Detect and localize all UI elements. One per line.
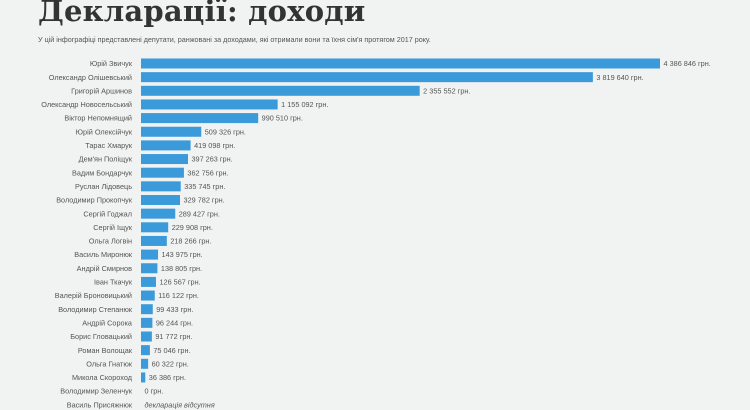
category-label: Олександр Олішевський xyxy=(49,73,132,82)
value-label: 1 155 092 грн. xyxy=(281,100,328,109)
category-label: Володимир Зеленчук xyxy=(60,387,133,396)
value-label: 289 427 грн. xyxy=(179,209,220,218)
value-label: 60 322 грн. xyxy=(152,359,189,368)
category-label: Вадим Бондарчук xyxy=(72,168,133,177)
category-label: Віктор Непомнящий xyxy=(64,114,132,123)
bar xyxy=(141,99,278,110)
bar xyxy=(141,208,176,219)
bar xyxy=(141,85,420,96)
category-label: Руслан Лідовець xyxy=(75,182,132,191)
value-label: 36 386 грн. xyxy=(149,373,186,382)
value-label: 329 782 грн. xyxy=(184,196,225,205)
value-label: 116 122 грн. xyxy=(158,291,199,300)
category-label: Роман Волощак xyxy=(78,346,133,355)
value-label: 126 567 грн. xyxy=(159,278,200,287)
value-label: 0 грн. xyxy=(145,387,164,396)
category-label: Борис Гловацький xyxy=(70,332,132,341)
category-label: Сергій Годжал xyxy=(83,209,132,218)
bar xyxy=(141,235,167,246)
bar xyxy=(141,167,184,178)
value-label: 2 355 552 грн. xyxy=(423,86,470,95)
category-label: Тарас Хмарук xyxy=(85,141,133,150)
bar xyxy=(141,181,181,192)
page-title: Декларації: доходи xyxy=(38,0,366,28)
category-label: Валерій Броновицький xyxy=(55,291,132,300)
bar xyxy=(141,290,155,301)
value-label: 4 386 846 грн. xyxy=(664,59,711,68)
bar xyxy=(141,317,153,328)
category-label: Іван Ткачук xyxy=(94,278,133,287)
category-label: Ольга Логвін xyxy=(89,237,132,246)
bar xyxy=(141,140,191,151)
bar xyxy=(141,113,259,124)
value-label: 75 046 грн. xyxy=(153,346,190,355)
category-label: Микола Скороход xyxy=(72,373,133,382)
category-label: Григорій Аршинов xyxy=(71,86,132,95)
category-label: Андрій Смирнов xyxy=(77,264,132,273)
value-label: 91 772 грн. xyxy=(155,332,192,341)
category-label: Василь Присяжнюк xyxy=(67,400,133,409)
value-label: 99 433 грн. xyxy=(156,305,193,314)
category-label: Дем'ян Поліщук xyxy=(79,155,133,164)
bar xyxy=(141,372,146,383)
bar xyxy=(141,263,158,274)
value-label: 138 805 грн. xyxy=(161,264,202,273)
category-label: Сергій Іщук xyxy=(93,223,133,232)
category-label: Юрій Звичук xyxy=(90,59,133,68)
category-label: Юрій Олексійчук xyxy=(76,127,133,136)
category-label: Володимир Прокопчук xyxy=(56,196,133,205)
bar xyxy=(141,126,202,137)
category-label: Володимир Степанюк xyxy=(58,305,133,314)
bar xyxy=(141,304,153,315)
page-subtitle: У цій інфографіці представлені депутати,… xyxy=(38,35,431,44)
value-label: 96 244 грн. xyxy=(156,318,193,327)
value-label: 143 975 грн. xyxy=(162,250,203,259)
bar xyxy=(141,345,150,356)
bar xyxy=(141,276,156,287)
value-label: 229 908 грн. xyxy=(172,223,213,232)
bar xyxy=(141,331,152,342)
bar xyxy=(141,154,188,165)
bar xyxy=(141,358,149,369)
bar xyxy=(141,249,159,260)
value-label: 990 510 грн. xyxy=(262,114,303,123)
bar xyxy=(141,58,660,69)
value-label: 3 819 640 грн. xyxy=(596,73,643,82)
value-label: декларація відсутня xyxy=(145,400,215,409)
bar xyxy=(141,195,181,205)
value-label: 362 756 грн. xyxy=(187,168,228,177)
bar xyxy=(141,222,169,233)
category-label: Ольга Гнатюк xyxy=(86,359,133,368)
value-label: 335 745 грн. xyxy=(184,182,225,191)
category-label: Олександр Новосельський xyxy=(41,100,132,109)
value-label: 419 098 грн. xyxy=(194,141,235,150)
value-label: 397 263 грн. xyxy=(191,155,232,164)
category-label: Андрій Сорока xyxy=(82,318,133,327)
value-label: 509 326 грн. xyxy=(205,127,246,136)
value-label: 218 266 грн. xyxy=(170,237,211,246)
category-label: Василь Миронюк xyxy=(74,250,133,259)
bar xyxy=(141,72,593,83)
